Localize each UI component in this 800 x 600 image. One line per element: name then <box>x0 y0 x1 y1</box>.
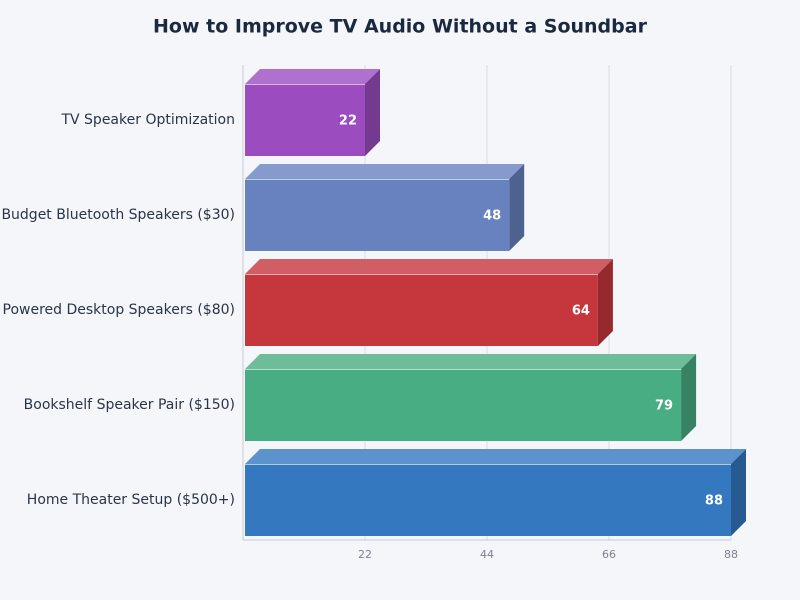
bar-side <box>365 69 380 156</box>
bar-top <box>245 259 613 274</box>
y-tick-label: Powered Desktop Speakers ($80) <box>3 302 236 318</box>
bar-side <box>681 354 697 441</box>
bar <box>245 259 613 346</box>
bar <box>245 449 746 536</box>
bar-side <box>597 259 613 346</box>
bar-top <box>245 69 380 84</box>
data-label: 48 <box>483 209 501 224</box>
data-label: 22 <box>339 114 357 129</box>
bar-top <box>245 164 525 179</box>
data-label: 64 <box>572 304 590 319</box>
y-tick-label: TV Speaker Optimization <box>60 112 235 128</box>
bar-front <box>245 84 365 156</box>
bar-front <box>245 274 598 346</box>
y-tick-label: Budget Bluetooth Speakers ($30) <box>1 207 235 223</box>
x-tick-label: 44 <box>480 548 494 561</box>
x-tick-label: 66 <box>602 548 616 561</box>
bar-top <box>245 449 746 464</box>
bar-front <box>245 179 510 251</box>
y-tick-label: Home Theater Setup ($500+) <box>27 492 235 508</box>
bar <box>245 164 525 251</box>
bar-side <box>731 449 746 536</box>
bar-top <box>245 354 697 369</box>
y-tick-label: Bookshelf Speaker Pair ($150) <box>24 397 235 413</box>
bar-side <box>509 164 525 251</box>
bar-front <box>245 464 731 536</box>
data-label: 79 <box>655 399 673 414</box>
data-label: 88 <box>705 494 723 509</box>
x-tick-label: 22 <box>358 548 372 561</box>
chart-title: How to Improve TV Audio Without a Soundb… <box>153 16 648 38</box>
bar-front <box>245 369 682 441</box>
x-tick-label: 88 <box>724 548 738 561</box>
bar <box>245 69 380 156</box>
bar <box>245 354 697 441</box>
